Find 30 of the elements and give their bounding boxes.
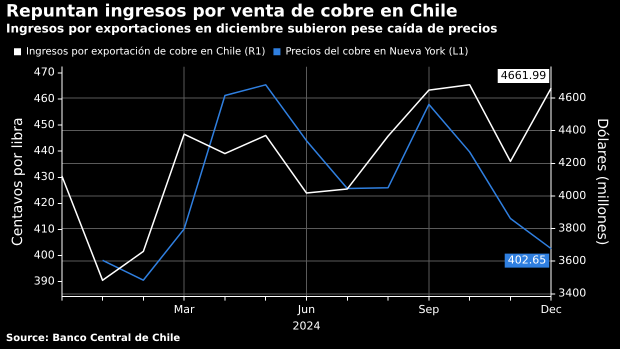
data-label: 4661.99 — [500, 68, 546, 82]
y-tick-label: 390 — [34, 274, 55, 288]
x-tick-label: Dec — [540, 303, 562, 316]
y-tick-label: 440 — [34, 144, 55, 158]
y-tick-label: 470 — [34, 66, 55, 79]
x-tick-label: Mar — [174, 303, 195, 316]
y2-tick-label: 4600 — [558, 90, 586, 104]
data-label: 402.65 — [508, 254, 546, 267]
y-axis-title: Centavos por libra — [10, 117, 26, 246]
chart-subtitle: Ingresos por exportaciones en diciembre subieron pese caída de precios — [6, 22, 498, 36]
y2-tick-label: 3600 — [558, 254, 586, 268]
y-tick-label: 430 — [34, 170, 55, 184]
y2-tick-label: 4000 — [558, 188, 586, 202]
source-note: Source: Banco Central de Chile — [6, 333, 180, 344]
y2-tick-label: 3400 — [558, 286, 586, 300]
y-tick-label: 400 — [34, 248, 55, 262]
y-tick-label: 450 — [34, 118, 55, 131]
y2-tick-label: 3800 — [558, 221, 586, 234]
y2-tick-label: 4200 — [558, 156, 586, 170]
x-tick-label: Sep — [418, 303, 440, 316]
y-tick-label: 460 — [34, 92, 55, 105]
legend-label: Ingresos por exportación de cobre en Chile (R1) — [26, 46, 266, 58]
x-tick-label: Jun — [296, 303, 316, 316]
y2-tick-label: 4400 — [558, 124, 586, 137]
y-tick-label: 410 — [34, 222, 55, 236]
chart-title: Repuntan ingresos por venta de cobre en Chile — [6, 2, 458, 22]
x-axis-title: 2024 — [292, 319, 320, 332]
legend-label: Precios del cobre en Nueva York (L1) — [285, 46, 468, 58]
y2-axis-title: Dólares (millones) — [594, 118, 610, 246]
y-tick-label: 420 — [34, 196, 55, 210]
